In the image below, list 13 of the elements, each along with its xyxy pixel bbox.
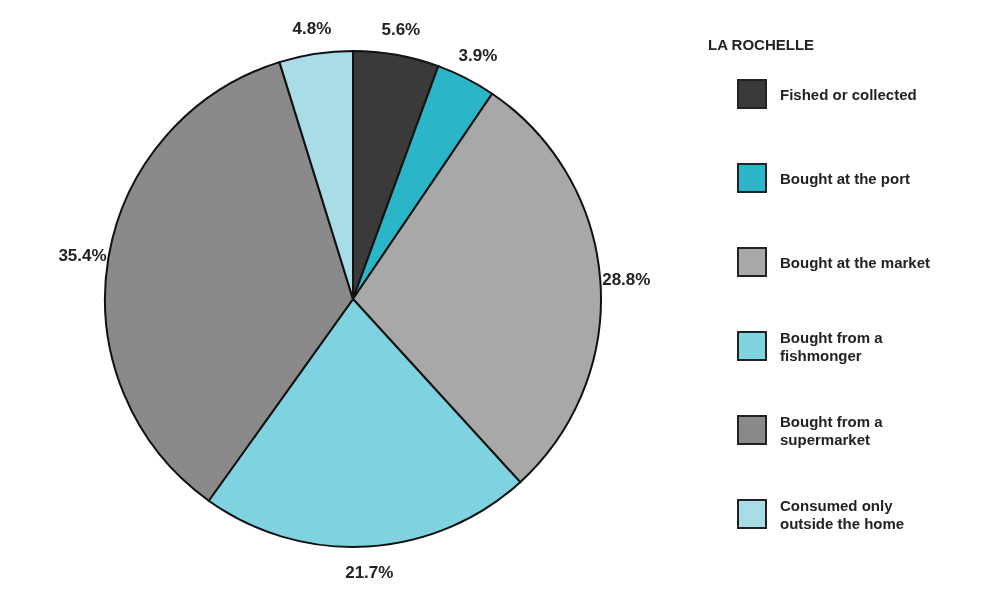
data-label: 4.8% xyxy=(292,18,332,38)
legend-title: LA ROCHELLE xyxy=(708,36,815,53)
data-label: 3.9% xyxy=(458,45,498,65)
legend-label: Bought from a supermarket xyxy=(780,412,884,448)
data-label: 35.4% xyxy=(58,245,107,265)
data-label: 28.8% xyxy=(602,269,651,289)
legend-label: Bought from a fishmonger xyxy=(780,328,884,364)
legend-label: Consumed only outside the home xyxy=(780,496,905,532)
data-label: 21.7% xyxy=(345,563,394,583)
legend-label: Bought at the port xyxy=(780,169,910,187)
data-label: 5.6% xyxy=(381,19,421,39)
legend-label: Bought at the market xyxy=(780,253,931,271)
legend-label: Fished or collected xyxy=(780,85,917,103)
